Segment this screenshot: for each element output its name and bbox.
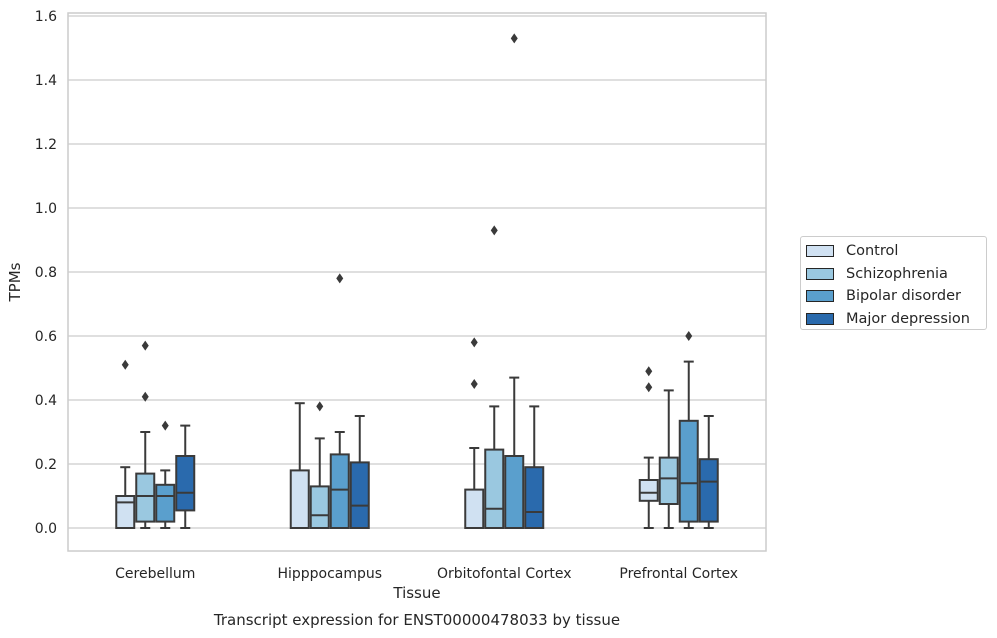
legend: Control Schizophrenia Bipolar disorder Majo… bbox=[800, 236, 987, 330]
box bbox=[289, 402, 310, 529]
legend-swatch bbox=[806, 312, 834, 325]
box bbox=[175, 424, 196, 529]
x-tick-label: Prefrontal Cortex bbox=[619, 566, 738, 582]
box bbox=[135, 340, 156, 529]
legend-label: Bipolar disorder bbox=[846, 288, 961, 305]
box-body bbox=[638, 479, 659, 502]
box bbox=[698, 415, 719, 529]
outlier-point bbox=[336, 273, 344, 284]
box bbox=[484, 225, 505, 530]
outlier-point bbox=[470, 337, 478, 348]
box-groups bbox=[115, 33, 719, 530]
box-body bbox=[658, 456, 679, 506]
outlier-point bbox=[316, 401, 324, 412]
outlier-point bbox=[121, 359, 129, 370]
y-tick-label: 0.8 bbox=[35, 265, 57, 281]
box-body bbox=[678, 419, 699, 523]
outlier-point bbox=[141, 340, 149, 351]
box bbox=[678, 331, 699, 529]
y-tick-label: 0.6 bbox=[35, 329, 57, 345]
legend-label: Control bbox=[846, 243, 899, 260]
x-tick-labels: Cerebellum Hipppocampus Orbitofontal Corte… bbox=[115, 566, 738, 582]
outlier-point bbox=[510, 33, 518, 44]
legend-item: Bipolar disorder bbox=[806, 285, 986, 308]
legend-item: Major depression bbox=[806, 308, 986, 331]
x-axis-title: Tissue bbox=[392, 584, 440, 602]
box bbox=[638, 366, 659, 529]
x-tick-label: Cerebellum bbox=[115, 566, 195, 582]
box-body bbox=[329, 453, 350, 529]
box bbox=[464, 337, 485, 530]
legend-item: Schizophrenia bbox=[806, 263, 986, 286]
legend-swatch bbox=[806, 290, 834, 303]
box-body bbox=[504, 455, 525, 529]
box-body bbox=[524, 466, 545, 530]
outlier-point bbox=[141, 391, 149, 402]
box-body bbox=[115, 495, 136, 529]
x-tick-label: Hipppocampus bbox=[277, 566, 382, 582]
box-body bbox=[349, 461, 370, 529]
y-tick-label: 0.2 bbox=[35, 457, 57, 473]
box bbox=[115, 359, 136, 529]
box bbox=[309, 401, 330, 529]
box-body bbox=[155, 483, 176, 523]
outlier-point bbox=[645, 366, 653, 377]
outlier-point bbox=[161, 420, 169, 431]
legend-swatch bbox=[806, 267, 834, 280]
y-axis-title: TPMs bbox=[6, 262, 24, 302]
legend-label: Major depression bbox=[846, 310, 970, 327]
y-tick-label: 1.2 bbox=[35, 137, 57, 153]
grid-lines bbox=[68, 15, 766, 529]
box-body bbox=[484, 448, 505, 530]
y-tick-label: 0.0 bbox=[35, 521, 57, 537]
box-body bbox=[698, 458, 719, 523]
box-body bbox=[175, 455, 196, 512]
outlier-point bbox=[470, 379, 478, 389]
box-body bbox=[135, 472, 156, 523]
box bbox=[658, 389, 679, 529]
box bbox=[155, 420, 176, 529]
y-tick-label: 1.0 bbox=[35, 201, 57, 217]
box-body bbox=[289, 469, 310, 529]
box bbox=[504, 33, 525, 529]
outlier-point bbox=[685, 331, 693, 341]
chart-caption: Transcript expression for ENST0000047803… bbox=[213, 611, 620, 629]
box-body bbox=[309, 485, 330, 529]
plot-frame bbox=[67, 12, 767, 552]
y-tick-labels: 0.0 0.2 0.4 0.6 0.8 1.0 1.2 1.4 1.6 bbox=[35, 9, 57, 537]
y-tick-label: 1.6 bbox=[35, 9, 57, 25]
box bbox=[329, 273, 350, 529]
box bbox=[524, 405, 545, 530]
x-tick-label: Orbitofontal Cortex bbox=[437, 566, 572, 582]
box-body bbox=[464, 488, 485, 530]
legend-swatch bbox=[806, 245, 834, 258]
legend-item: Control bbox=[806, 240, 986, 263]
outlier-point bbox=[490, 225, 498, 236]
y-tick-label: 0.4 bbox=[35, 393, 57, 409]
box bbox=[349, 415, 370, 529]
legend-label: Schizophrenia bbox=[846, 265, 948, 282]
outlier-point bbox=[645, 382, 653, 393]
y-tick-label: 1.4 bbox=[35, 73, 57, 89]
